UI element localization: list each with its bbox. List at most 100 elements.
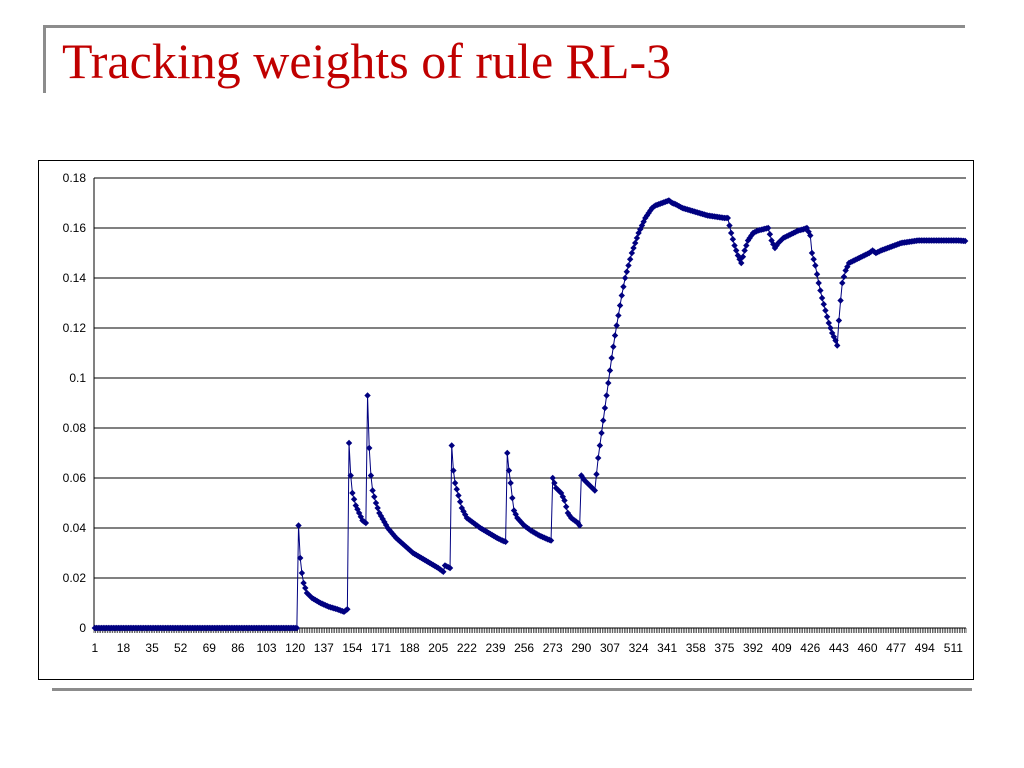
- data-point: [605, 379, 612, 387]
- x-tick-label: 86: [231, 641, 245, 655]
- data-point: [625, 262, 632, 269]
- data-point: [455, 492, 462, 499]
- data-point: [547, 537, 555, 544]
- data-point: [828, 329, 836, 337]
- y-tick-label: 0.18: [63, 171, 87, 185]
- data-point: [839, 279, 846, 287]
- data-point: [645, 209, 652, 217]
- data-point: [775, 239, 782, 247]
- data-point: [613, 322, 620, 329]
- data-point: [549, 474, 556, 482]
- x-tick-label: 307: [600, 641, 620, 655]
- data-point: [345, 439, 353, 447]
- data-point: [584, 480, 592, 488]
- x-tick-label: 358: [686, 641, 706, 655]
- x-tick-label: 137: [314, 641, 334, 655]
- data-point: [364, 392, 371, 399]
- data-point: [739, 253, 747, 260]
- data-point: [746, 234, 753, 242]
- data-point: [451, 479, 459, 487]
- data-point: [729, 236, 737, 243]
- x-tick-label: 1: [91, 641, 98, 655]
- data-point: [837, 297, 844, 304]
- data-point: [623, 268, 630, 275]
- x-tick-label: 443: [829, 641, 849, 655]
- x-tick-label: 154: [342, 641, 362, 655]
- data-point: [628, 249, 636, 257]
- data-point: [350, 496, 358, 503]
- slide-frame-bottom-rule: [52, 688, 972, 691]
- x-tick-label: 494: [915, 641, 935, 655]
- data-point: [440, 568, 447, 575]
- data-point: [835, 317, 843, 324]
- data-point: [731, 242, 738, 249]
- data-point: [817, 287, 824, 294]
- data-point: [559, 493, 567, 500]
- data-point: [808, 249, 816, 257]
- slide-frame-left-rule: [43, 25, 46, 93]
- series-line: [94, 199, 966, 629]
- data-point: [820, 301, 827, 308]
- x-tick-label: 222: [457, 641, 477, 655]
- x-tick-label: 69: [203, 641, 217, 655]
- data-point: [596, 442, 604, 449]
- data-point: [818, 294, 826, 302]
- data-point: [778, 236, 785, 243]
- data-point: [621, 274, 629, 282]
- data-point: [633, 234, 641, 242]
- x-tick-label: 52: [174, 641, 188, 655]
- data-point: [724, 214, 731, 222]
- data-point: [505, 467, 513, 474]
- x-tick-label: 256: [514, 641, 534, 655]
- x-tick-label: 511: [944, 641, 963, 655]
- y-tick-label: 0.12: [63, 321, 87, 335]
- data-point: [840, 273, 848, 280]
- data-point: [566, 512, 573, 519]
- data-point: [371, 493, 378, 500]
- y-tick-label: 0.02: [63, 571, 87, 585]
- data-point: [823, 313, 831, 320]
- data-point: [302, 584, 309, 592]
- data-point: [448, 442, 455, 449]
- data-point: [733, 247, 740, 254]
- data-point: [366, 444, 373, 452]
- x-tick-label: 477: [886, 641, 906, 655]
- x-tick-label: 239: [485, 641, 505, 655]
- x-tick-label: 290: [571, 641, 591, 655]
- data-point: [635, 229, 642, 237]
- chart-container: 0 0.02 0.04 0.06 0.08 0.1 0.12 0.14 0.16 0.18 1 18 3…: [38, 160, 974, 680]
- data-point: [514, 514, 521, 522]
- data-point: [812, 262, 819, 269]
- data-point: [551, 479, 558, 487]
- data-point: [844, 263, 851, 270]
- data-point: [517, 518, 524, 525]
- data-point: [453, 486, 460, 493]
- data-point: [446, 564, 454, 572]
- data-point: [825, 319, 832, 327]
- x-tick-label: 426: [800, 641, 820, 655]
- data-point: [638, 222, 646, 229]
- data-point: [504, 449, 511, 457]
- data-point: [610, 343, 617, 350]
- data-point: [615, 312, 622, 319]
- data-point: [766, 231, 774, 238]
- data-point: [374, 504, 381, 512]
- data-point: [594, 454, 602, 462]
- data-point: [642, 214, 649, 222]
- x-tick-label: 324: [629, 641, 649, 655]
- data-point: [576, 522, 583, 529]
- data-point: [603, 392, 610, 399]
- data-point: [598, 429, 605, 437]
- data-point: [815, 279, 822, 287]
- x-axis-ticks: [93, 628, 967, 633]
- data-point: [736, 256, 743, 263]
- data-point: [344, 606, 351, 613]
- data-point: [738, 259, 745, 267]
- data-point: [611, 332, 619, 339]
- x-tick-label: 120: [285, 641, 305, 655]
- data-point: [616, 302, 624, 309]
- data-point: [293, 624, 301, 632]
- x-tick-label: 188: [400, 641, 420, 655]
- data-point: [768, 237, 775, 244]
- data-point: [300, 579, 307, 587]
